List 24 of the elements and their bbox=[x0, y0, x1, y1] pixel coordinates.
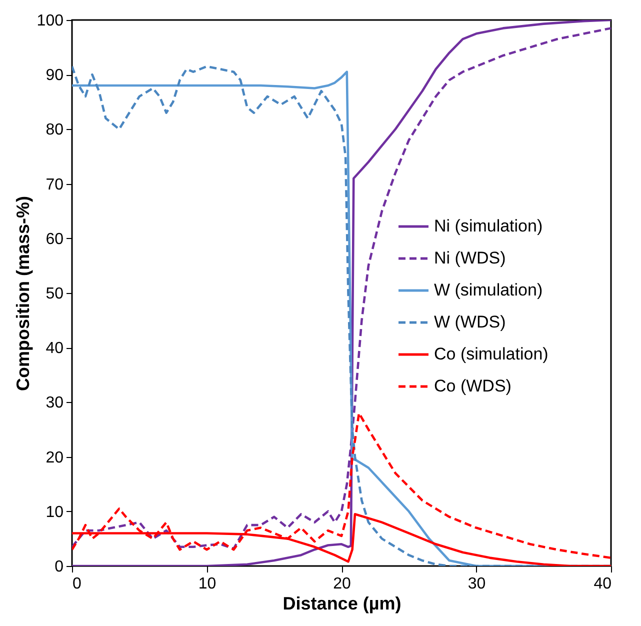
legend-label: W (simulation) bbox=[434, 280, 543, 300]
legend-label: W (WDS) bbox=[434, 312, 506, 332]
y-axis-title: Composition (mass-%) bbox=[12, 196, 33, 392]
legend-label: Co (WDS) bbox=[434, 376, 512, 396]
y-tick-label: 70 bbox=[46, 176, 64, 194]
legend-label: Co (simulation) bbox=[434, 344, 548, 364]
x-tick-label: 30 bbox=[468, 576, 486, 592]
y-tick-label: 100 bbox=[36, 12, 64, 30]
y-tick-label: 30 bbox=[46, 394, 64, 412]
legend-label: Ni (WDS) bbox=[434, 248, 506, 268]
y-tick-label: 80 bbox=[46, 122, 64, 139]
y-tick-label: 20 bbox=[46, 449, 64, 466]
y-tick-label: 10 bbox=[46, 504, 64, 521]
x-tick-label: 40 bbox=[594, 576, 612, 592]
x-tick-label: 10 bbox=[198, 576, 216, 592]
y-tick-label: 90 bbox=[46, 67, 64, 84]
y-tick-label: 0 bbox=[54, 558, 64, 576]
y-tick-label: 60 bbox=[46, 230, 64, 248]
x-axis-title: Distance (µm) bbox=[282, 594, 402, 614]
x-tick-label: 0 bbox=[72, 576, 82, 592]
y-tick-label: 50 bbox=[46, 286, 64, 302]
x-tick-label: 20 bbox=[333, 576, 351, 592]
y-tick-label: 40 bbox=[46, 340, 64, 358]
legend-label: Ni (simulation) bbox=[434, 216, 543, 236]
